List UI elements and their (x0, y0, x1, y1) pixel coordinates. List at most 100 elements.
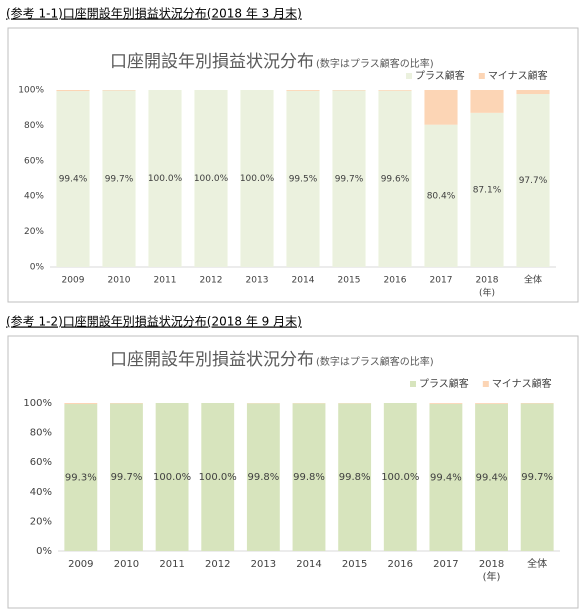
value-label: 99.7% (335, 174, 364, 184)
bar-segment (102, 90, 136, 91)
value-label: 99.7% (111, 472, 143, 483)
y-tick-label: 0% (36, 546, 52, 557)
value-label: 99.8% (247, 472, 279, 483)
y-tick-label: 40% (24, 192, 44, 202)
value-label: 100.0% (194, 174, 229, 184)
value-label: 80.4% (427, 191, 456, 201)
value-label: 99.8% (293, 472, 325, 483)
x-tick-label: 2010 (108, 276, 131, 286)
legend-label: マイナス顧客 (492, 377, 552, 390)
x-tick-label: 2015 (338, 276, 361, 286)
value-label: 99.4% (430, 472, 462, 483)
y-tick-label: 80% (30, 428, 52, 439)
bar-segment (378, 90, 412, 267)
bar-segment (64, 404, 98, 551)
value-label: 100.0% (153, 472, 191, 483)
bar-segment (424, 124, 458, 267)
x-tick-label: 2011 (154, 276, 177, 286)
bar-segment (155, 403, 189, 551)
bar-segment (102, 90, 136, 267)
bar-segment (383, 403, 417, 551)
bar-segment (516, 94, 550, 267)
bar-segment (475, 403, 508, 551)
x-tick-label: 2012 (200, 276, 223, 286)
bar-segment (338, 403, 372, 551)
value-label: 100.0% (240, 174, 275, 184)
bar-segment (56, 91, 90, 267)
value-label: 99.3% (65, 473, 97, 484)
chart-title: 口座開設年別損益状況分布 (110, 52, 314, 72)
x-tick-label: 2014 (292, 276, 315, 286)
value-label: 99.6% (381, 174, 410, 184)
y-tick-label: 60% (30, 457, 52, 468)
bar-segment (470, 90, 504, 113)
value-label: 99.8% (339, 472, 371, 483)
bar-segment (286, 90, 320, 91)
bar-segment (56, 90, 90, 92)
bar-segment (64, 403, 98, 405)
legend-label: マイナス顧客 (488, 69, 548, 82)
value-label: 99.4% (476, 472, 508, 483)
legend-swatch (482, 381, 489, 387)
y-tick-label: 20% (30, 516, 52, 527)
value-label: 97.7% (519, 176, 548, 186)
x-tick-label: 2017 (430, 276, 453, 286)
legend-label: プラス顧客 (419, 377, 469, 390)
bar-segment (240, 90, 274, 267)
axis-unit: (年) (483, 570, 501, 583)
bar-segment (201, 403, 235, 551)
x-tick-label: 2018 (479, 559, 504, 570)
caption: (参考 1-1)口座開設年別損益状況分布(2018 年 3 月末) (6, 6, 302, 21)
x-tick-label: 2017 (433, 559, 458, 570)
x-tick-label: 2013 (251, 559, 276, 570)
bar-segment (246, 403, 280, 551)
bar-segment (378, 90, 412, 91)
x-tick-label: 2011 (159, 559, 184, 570)
x-tick-label: 全体 (524, 274, 542, 286)
bar-segment (516, 90, 550, 95)
value-label: 87.1% (473, 185, 502, 195)
bar-segment (110, 403, 143, 551)
legend-swatch (406, 73, 412, 79)
x-tick-label: 2016 (388, 559, 413, 570)
bar-segment (475, 403, 508, 404)
value-label: 99.5% (289, 174, 318, 184)
bar-segment (520, 403, 554, 551)
x-tick-label: 2014 (296, 559, 321, 570)
y-tick-label: 40% (30, 487, 52, 498)
y-tick-label: 0% (30, 263, 45, 273)
value-label: 99.4% (59, 175, 88, 185)
bar-segment (332, 90, 366, 91)
y-tick-label: 20% (24, 227, 44, 237)
x-tick-label: 2010 (114, 559, 139, 570)
x-tick-label: 2012 (205, 559, 230, 570)
x-tick-label: 2016 (384, 276, 407, 286)
axis-unit: (年) (479, 287, 495, 299)
bar-segment (424, 90, 458, 125)
x-tick-label: 2015 (342, 559, 367, 570)
caption: (参考 1-2)口座開設年別損益状況分布(2018 年 9 月末) (6, 314, 302, 329)
bar-segment (194, 90, 228, 267)
chart-subtitle: (数字はプラス顧客の比率) (316, 57, 434, 70)
bar-segment (470, 112, 504, 267)
chart-subtitle: (数字はプラス顧客の比率) (316, 355, 434, 368)
value-label: 100.0% (381, 472, 419, 483)
legend-label: プラス顧客 (415, 69, 465, 82)
x-tick-label: 2009 (62, 276, 85, 286)
x-tick-label: 2018 (476, 276, 499, 286)
y-tick-label: 100% (18, 86, 44, 96)
bar-segment (148, 90, 182, 267)
legend-swatch (478, 73, 485, 79)
bar-segment (332, 90, 366, 267)
value-label: 100.0% (148, 174, 183, 184)
legend-swatch (410, 381, 416, 387)
y-tick-label: 80% (24, 121, 44, 131)
y-tick-label: 100% (23, 398, 52, 409)
bar-segment (429, 403, 463, 404)
value-label: 99.7% (521, 472, 553, 483)
x-tick-label: 2013 (246, 276, 269, 286)
x-tick-label: 2009 (68, 559, 93, 570)
value-label: 99.7% (105, 174, 134, 184)
